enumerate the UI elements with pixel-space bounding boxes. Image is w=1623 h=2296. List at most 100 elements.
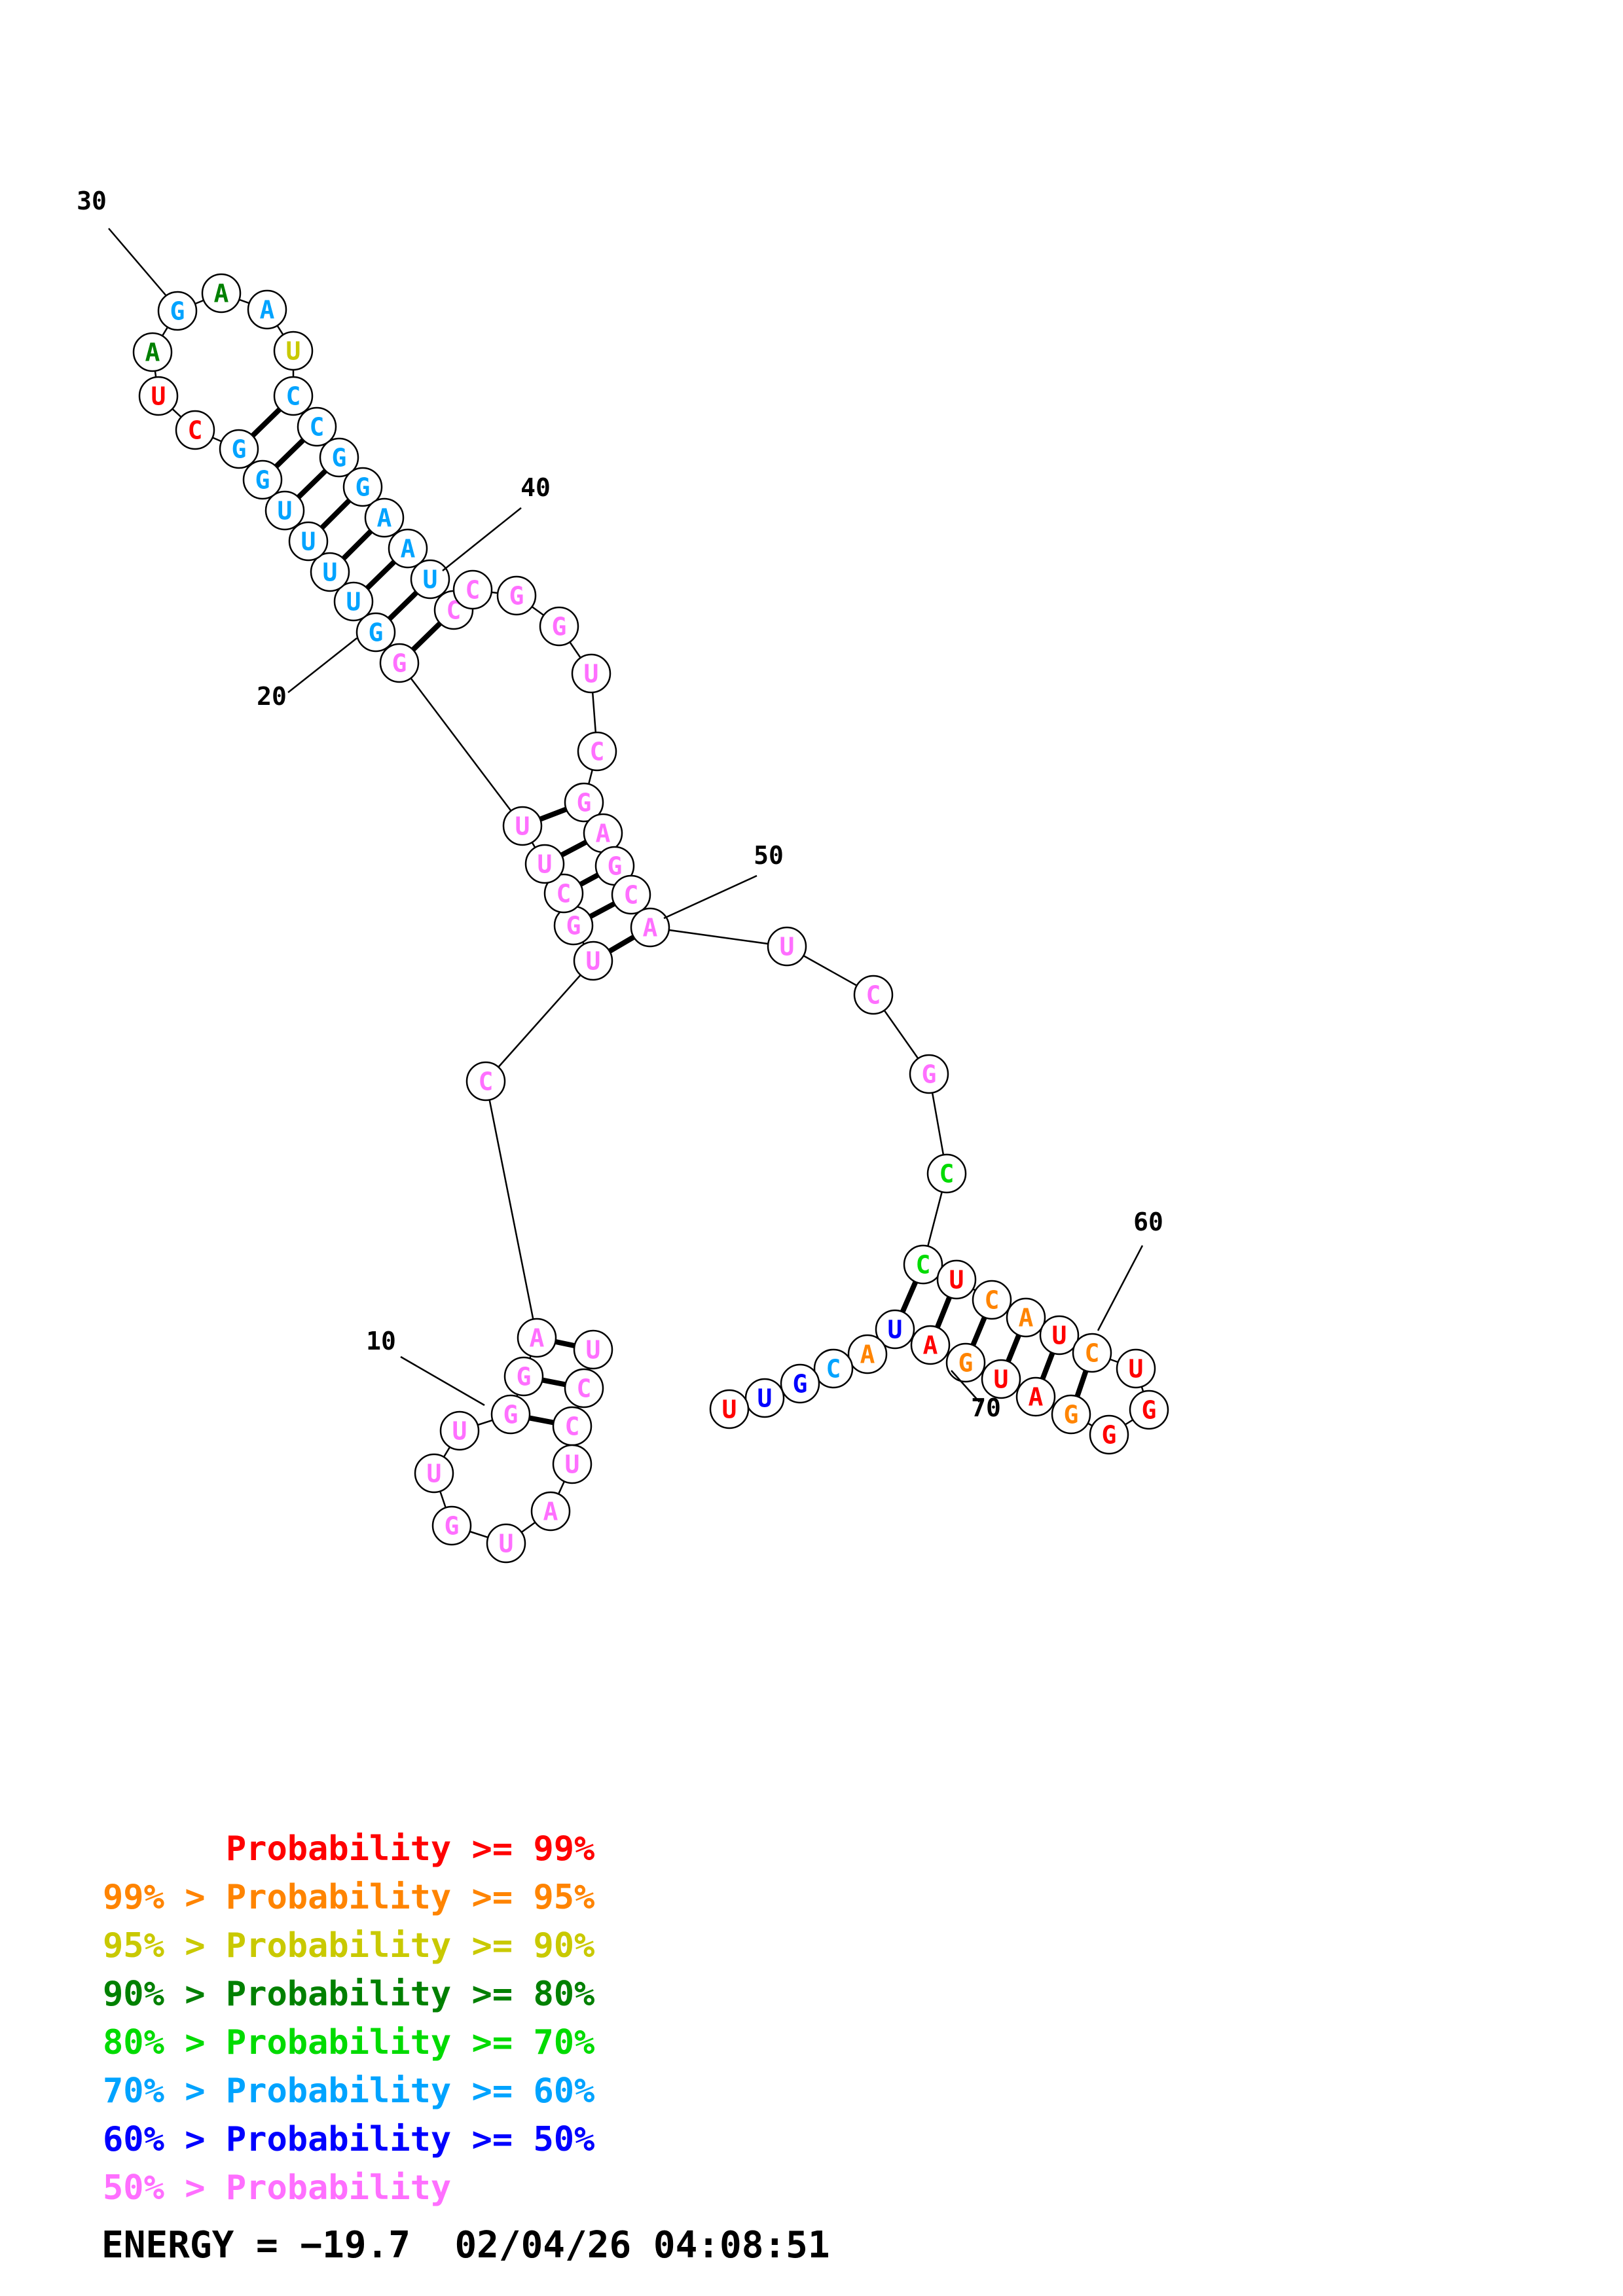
nucleotide-circle — [1039, 1315, 1080, 1355]
nucleotide-circle — [903, 1244, 943, 1285]
nucleotide: G — [431, 1505, 472, 1546]
nucleotide-base: G — [922, 1060, 937, 1089]
nucleotide-base: C — [188, 416, 203, 445]
legend-item: 50% > Probability — [103, 2168, 452, 2208]
nucleotide: U — [875, 1309, 915, 1350]
nucleotide: G — [219, 429, 259, 469]
nucleotide: U — [439, 1410, 480, 1451]
nucleotide-circle — [356, 612, 396, 653]
nucleotide: C — [1072, 1333, 1112, 1373]
nucleotide-base: C — [1085, 1339, 1100, 1368]
nucleotide-circle — [1072, 1333, 1112, 1373]
nucleotide-circle — [564, 782, 604, 823]
nucleotide-circle — [414, 1453, 454, 1494]
nucleotide-circle — [1006, 1297, 1046, 1338]
nucleotide-circle — [388, 528, 428, 569]
nucleotide: U — [552, 1444, 593, 1484]
nucleotide-circle — [573, 1329, 613, 1370]
nucleotide-circle — [273, 331, 314, 371]
nucleotide: G — [496, 575, 537, 616]
nucleotide: G — [356, 612, 396, 653]
label-leader-line — [287, 637, 357, 693]
nucleotide-base: U — [301, 528, 316, 556]
nucleotide-circle — [611, 874, 651, 915]
nucleotide-base: G — [1142, 1396, 1157, 1425]
nucleotide-base: G — [517, 1363, 532, 1391]
nucleotide: U — [414, 1453, 454, 1494]
nucleotide-circle — [573, 941, 613, 981]
nucleotide-circle — [319, 437, 359, 478]
nucleotide: G — [1089, 1414, 1129, 1455]
nucleotide-circle — [981, 1359, 1021, 1399]
nucleotide-base: C — [565, 1412, 580, 1441]
nucleotide-circle — [502, 806, 543, 846]
position-label: 60 — [1133, 1208, 1163, 1236]
nucleotide-base: A — [145, 338, 160, 367]
nucleotide: C — [903, 1244, 943, 1285]
nucleotide: U — [571, 653, 611, 694]
nucleotide-base: C — [310, 413, 325, 442]
nucleotide: G — [945, 1342, 986, 1383]
nucleotide-circle — [288, 521, 329, 562]
nucleotide-circle — [496, 575, 537, 616]
nucleotide-base: G — [552, 613, 567, 641]
nucleotide-circle — [813, 1348, 854, 1389]
nucleotide: A — [247, 289, 287, 330]
nucleotide-circle — [853, 975, 894, 1015]
nucleotide-base: G — [509, 582, 524, 611]
nucleotide-circle — [439, 1410, 480, 1451]
nucleotide-circle — [630, 907, 670, 948]
nucleotide-base: U — [1129, 1355, 1144, 1384]
nucleotide: G — [503, 1356, 544, 1397]
nucleotide-base: A — [377, 504, 392, 533]
nucleotide-circle — [431, 1505, 472, 1546]
nucleotide-circle — [465, 1061, 506, 1102]
nucleotide: C — [465, 1061, 506, 1102]
nucleotide-base: C — [985, 1286, 1000, 1315]
nucleotide-base: A — [214, 279, 229, 308]
nucleotide-circle — [910, 1325, 951, 1365]
nucleotide: U — [524, 844, 565, 884]
nucleotide: A — [517, 1318, 557, 1358]
nucleotide-circle — [219, 429, 259, 469]
nucleotide-base: U — [584, 660, 599, 689]
nucleotide-circle — [945, 1342, 986, 1383]
nucleotide-base: G — [958, 1349, 974, 1378]
nucleotide-base: U — [1052, 1321, 1067, 1350]
nucleotide: U — [486, 1523, 526, 1564]
nucleotide-circle — [1116, 1348, 1156, 1389]
nucleotide-circle — [1089, 1414, 1129, 1455]
nucleotide-base: U — [499, 1530, 514, 1558]
nucleotide: U — [1039, 1315, 1080, 1355]
nucleotide-base: A — [401, 535, 416, 564]
nucleotide-base: U — [780, 933, 795, 961]
nucleotide: A — [530, 1491, 571, 1532]
legend-item: 99% > Probability >= 95% — [103, 1878, 595, 1917]
nucleotide-base: A — [860, 1340, 875, 1369]
nucleotide: C — [611, 874, 651, 915]
nucleotide-base: A — [543, 1498, 558, 1526]
nucleotide-circle — [524, 844, 565, 884]
nucleotide-base: U — [278, 497, 293, 526]
nucleotide-base: U — [586, 1336, 601, 1365]
nucleotide-circle — [709, 1389, 750, 1429]
nucleotide-base: G — [392, 649, 407, 678]
nucleotide-base: G — [445, 1512, 460, 1541]
nucleotide-circle — [847, 1334, 888, 1374]
legend-item: Probability >= 99% — [103, 1829, 595, 1869]
nucleotide-circle — [530, 1491, 571, 1532]
nucleotide-circle — [201, 273, 242, 314]
nucleotide-base: U — [565, 1450, 580, 1479]
nucleotide: G — [564, 782, 604, 823]
nucleotide-base: A — [260, 296, 275, 325]
nucleotide-base: C — [447, 596, 462, 625]
nucleotide-circle — [543, 873, 584, 914]
nucleotide-base: C — [286, 382, 301, 411]
nucleotide: A — [630, 907, 670, 948]
nucleotide: U — [767, 926, 807, 967]
nucleotide: C — [853, 975, 894, 1015]
nucleotide: G — [553, 905, 594, 946]
nucleotide: U — [288, 521, 329, 562]
legend-item: 95% > Probability >= 90% — [103, 1926, 595, 1965]
